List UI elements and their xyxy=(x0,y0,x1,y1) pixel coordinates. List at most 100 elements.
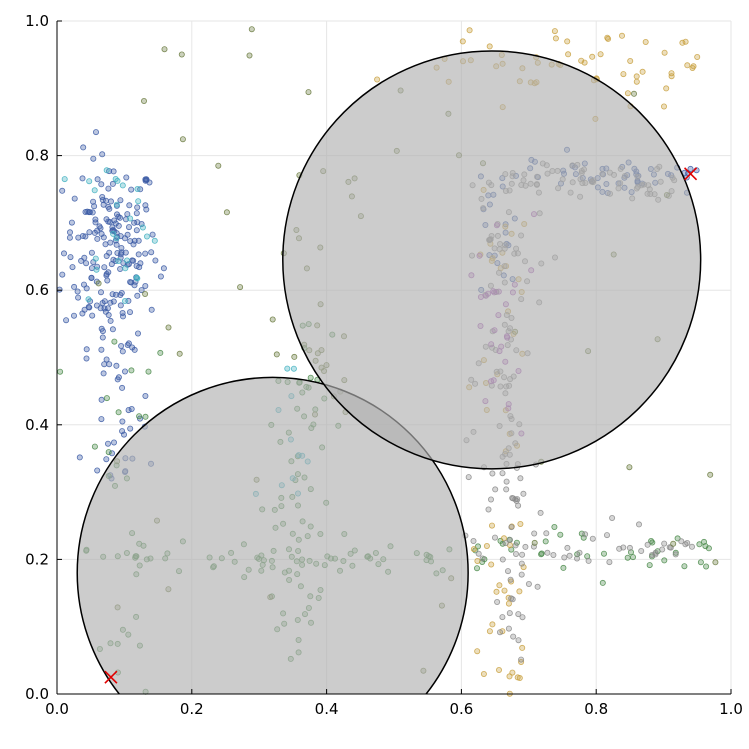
scatter-point xyxy=(151,237,158,244)
x-tick-label: 0.6 xyxy=(449,700,473,718)
scatter-point xyxy=(486,628,493,635)
scatter-point xyxy=(131,346,138,353)
scatter-point xyxy=(666,544,673,551)
scatter-point xyxy=(99,193,106,200)
scatter-point xyxy=(119,348,126,355)
scatter-point xyxy=(459,38,466,45)
scatter-point xyxy=(105,185,112,192)
scatter-point xyxy=(111,338,118,345)
scatter-point xyxy=(601,550,608,557)
scatter-point xyxy=(273,351,280,358)
scatter-point xyxy=(551,524,558,531)
scatter-point xyxy=(633,73,640,80)
scatter-point xyxy=(134,275,141,282)
scatter-point xyxy=(83,346,90,353)
scatter-point xyxy=(515,637,522,644)
highlight-circle xyxy=(76,376,469,694)
scatter-point xyxy=(496,582,503,589)
scatter-point xyxy=(538,551,545,558)
scatter-point xyxy=(57,368,64,375)
scatter-point xyxy=(248,26,255,33)
scatter-point xyxy=(564,544,571,551)
scatter-point xyxy=(564,38,571,45)
scatter-point xyxy=(119,182,126,189)
scatter-point xyxy=(489,470,496,477)
scatter-point xyxy=(531,530,538,537)
scatter-point xyxy=(124,257,131,264)
scatter-point xyxy=(63,317,70,324)
scatter-point xyxy=(91,187,98,194)
scatter-point xyxy=(88,274,95,281)
scatter-point xyxy=(113,362,120,369)
scatter-point xyxy=(81,281,88,288)
scatter-point xyxy=(98,396,105,403)
scatter-point xyxy=(652,549,659,556)
scatter-point xyxy=(642,39,649,46)
scatter-point xyxy=(76,454,83,461)
scatter-point xyxy=(117,302,124,309)
scatter-point xyxy=(560,564,567,571)
scatter-point xyxy=(96,223,103,230)
scatter-point xyxy=(90,155,97,162)
scatter-point xyxy=(473,565,480,572)
scatter-point xyxy=(690,63,697,70)
scatter-point xyxy=(582,531,589,538)
y-tick-label: 0.0 xyxy=(25,685,49,703)
scatter-point xyxy=(518,571,525,578)
scatter-point xyxy=(510,633,517,640)
scatter-point xyxy=(269,316,276,323)
scatter-point xyxy=(663,85,670,92)
scatter-point xyxy=(161,46,168,53)
scatter-point xyxy=(123,174,130,181)
scatter-point xyxy=(291,353,298,360)
scatter-point xyxy=(483,543,490,550)
scatter-point xyxy=(514,674,521,681)
scatter-point xyxy=(661,49,668,56)
x-axis-ticks: 0.0 0.2 0.4 0.6 0.8 1.0 xyxy=(45,689,743,718)
scatter-point xyxy=(108,198,115,205)
scatter-point xyxy=(110,298,117,305)
y-axis-ticks: 0.0 0.2 0.4 0.6 0.8 1.0 xyxy=(25,12,62,703)
scatter-point xyxy=(86,304,93,311)
scatter-point xyxy=(104,277,111,284)
scatter-point xyxy=(374,76,381,83)
scatter-point xyxy=(109,450,116,457)
y-tick-label: 0.8 xyxy=(25,147,49,165)
scatter-point xyxy=(115,374,122,381)
scatter-point xyxy=(668,73,675,80)
scatter-point xyxy=(585,557,592,564)
scatter-point xyxy=(589,53,596,60)
scatter-point xyxy=(93,129,100,136)
scatter-point xyxy=(630,554,637,561)
scatter-point xyxy=(649,539,656,546)
scatter-point xyxy=(68,219,75,226)
scatter-point xyxy=(112,175,119,182)
scatter-point xyxy=(122,249,129,256)
scatter-point xyxy=(689,543,696,550)
scatter-point xyxy=(111,217,118,224)
scatter-point xyxy=(542,538,549,545)
scatter-point xyxy=(574,555,581,562)
scatter-point xyxy=(609,515,616,522)
scatter-point xyxy=(80,144,87,151)
y-tick-label: 0.4 xyxy=(25,416,49,434)
axes xyxy=(56,21,731,695)
scatter-point xyxy=(98,289,105,296)
scatter-point xyxy=(470,538,477,545)
scatter-point xyxy=(246,52,253,59)
scatter-point xyxy=(91,443,98,450)
scatter-point xyxy=(681,563,688,570)
scatter-point xyxy=(94,467,101,474)
highlight-circles xyxy=(76,50,702,694)
scatter-point xyxy=(661,557,668,564)
scatter-point xyxy=(142,290,149,297)
scatter-point xyxy=(519,644,526,651)
scatter-point xyxy=(305,89,312,96)
scatter-point xyxy=(626,464,633,471)
scatter-point xyxy=(103,456,110,463)
scatter-point xyxy=(110,168,117,175)
scatter-point xyxy=(644,541,651,548)
scatter-point xyxy=(67,229,74,236)
scatter-point xyxy=(627,58,634,65)
